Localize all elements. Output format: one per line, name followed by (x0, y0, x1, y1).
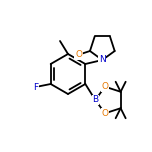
Text: O: O (102, 109, 109, 118)
Text: F: F (33, 83, 38, 92)
Text: N: N (99, 55, 106, 64)
Text: O: O (102, 82, 109, 91)
Text: B: B (92, 95, 98, 105)
Text: O: O (75, 50, 82, 59)
